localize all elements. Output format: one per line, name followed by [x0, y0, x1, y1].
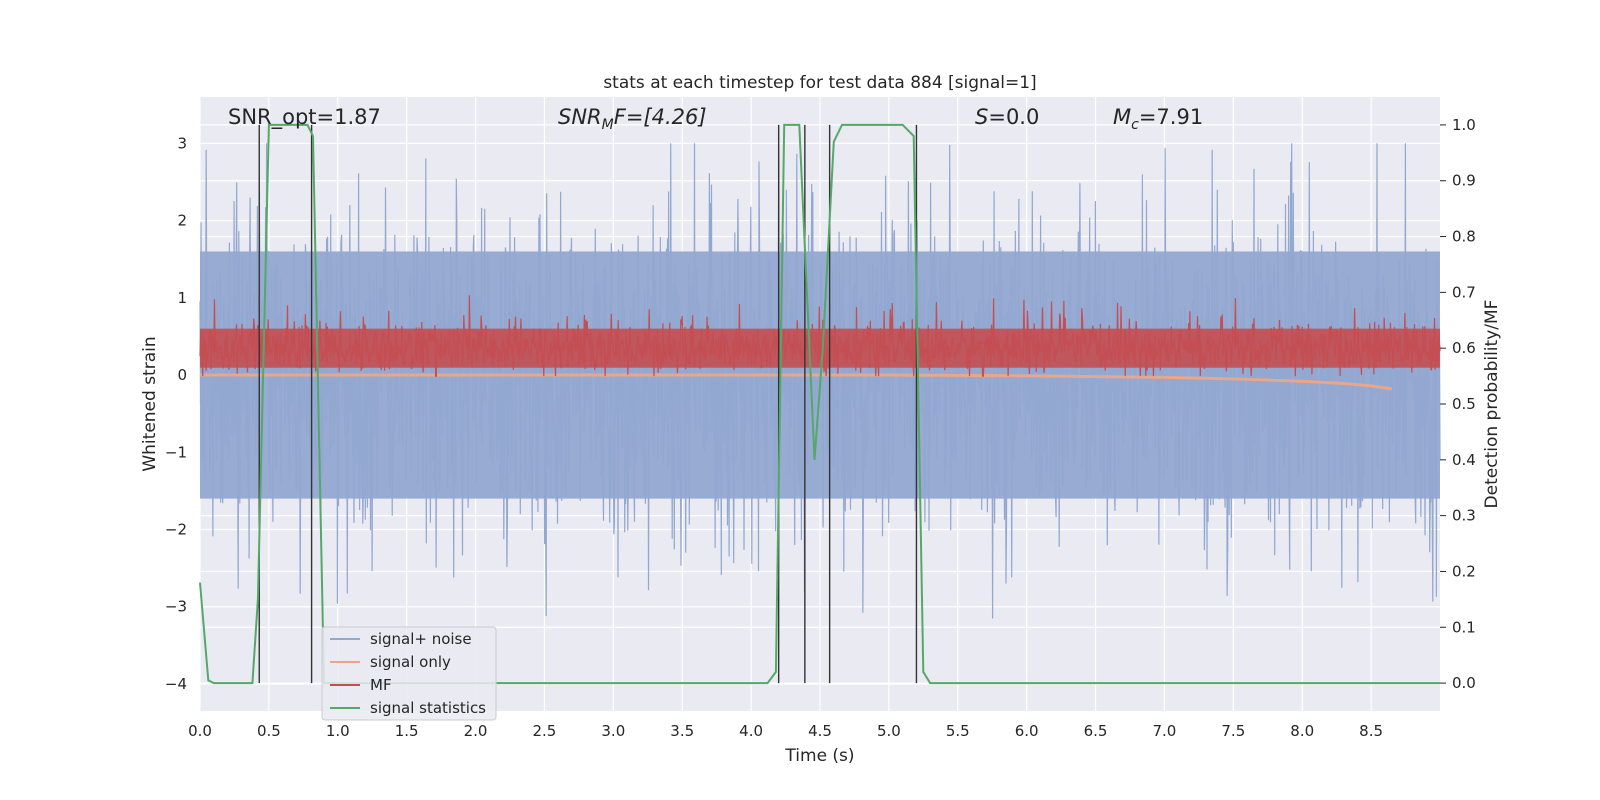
- y-left-tick-label: 2: [177, 212, 187, 230]
- annotation-snr-opt: SNR_opt=1.87: [228, 105, 381, 130]
- annotation-snr-mf-base: SNR: [558, 105, 602, 129]
- annotation-snr-mf-rest: F=[4.26]: [614, 105, 707, 129]
- annotation-s: S=0.0: [975, 105, 1039, 129]
- y-right-tick-label: 0.8: [1452, 228, 1476, 246]
- x-tick-label: 0.0: [188, 722, 212, 740]
- mf-series: [199, 295, 1441, 377]
- x-tick-label: 8.0: [1290, 722, 1314, 740]
- annotation-mc-sub: c: [1131, 117, 1139, 133]
- x-tick-label: 5.5: [946, 722, 970, 740]
- x-tick-label: 4.5: [808, 722, 832, 740]
- x-tick-label: 6.0: [1015, 722, 1039, 740]
- annotation-mc-symbol: M: [1113, 105, 1131, 129]
- x-tick-label: 1.5: [395, 722, 419, 740]
- x-tick-label: 7.0: [1153, 722, 1177, 740]
- annotation-s-symbol: S: [975, 105, 988, 129]
- y-left-tick-label: −4: [165, 675, 187, 693]
- annotation-mc: Mc=7.91: [1113, 105, 1203, 133]
- x-tick-label: 5.0: [877, 722, 901, 740]
- y-left-tick-label: −3: [165, 598, 187, 616]
- legend-box: [321, 626, 497, 721]
- signal-statistics-series: [199, 123, 1440, 685]
- x-tick-label: 2.0: [464, 722, 488, 740]
- x-tick-label: 7.5: [1221, 722, 1245, 740]
- signal-only-series: [200, 373, 1393, 391]
- legend: signal+ noise signal only MF signal stat…: [321, 626, 497, 721]
- chart-title: stats at each timestep for test data 884…: [603, 73, 1036, 93]
- y-left-tick-label: −2: [165, 521, 187, 539]
- annotation-snr-mf: SNRMF=[4.26]: [558, 105, 707, 133]
- x-tick-label: 0.5: [257, 722, 281, 740]
- y-right-tick-label: 0.2: [1452, 562, 1476, 580]
- y-left-tick-label: 0: [177, 366, 187, 384]
- y-left-tick-labels: 3 2 1 0 −1 −2 −3 −4: [165, 134, 187, 693]
- y-left-tick-label: −1: [165, 443, 187, 461]
- x-tick-label: 8.5: [1359, 722, 1383, 740]
- x-axis-label: Time (s): [784, 746, 854, 766]
- y-right-axis-label: Detection probability/MF: [1482, 300, 1502, 509]
- y-left-axis-label: Whitened strain: [140, 336, 160, 471]
- y-right-tick-label: 0.7: [1452, 283, 1476, 301]
- annotation-s-value: =0.0: [988, 105, 1039, 129]
- x-tick-label: 3.0: [601, 722, 625, 740]
- y-right-tick-label: 0.1: [1452, 618, 1476, 636]
- x-tick-label: 2.5: [533, 722, 557, 740]
- signal-noise-line: [199, 143, 1441, 619]
- x-tick-label: 4.0: [739, 722, 763, 740]
- y-right-tick-label: 0.4: [1452, 451, 1476, 469]
- y-right-tick-label: 0.9: [1452, 172, 1476, 190]
- y-left-tick-label: 1: [177, 289, 187, 307]
- x-tick-label: 6.5: [1084, 722, 1108, 740]
- y-right-tick-label: 0.0: [1452, 674, 1476, 692]
- annotation-mc-value: =7.91: [1139, 105, 1203, 129]
- vertical-markers: [258, 124, 918, 684]
- mf-line: [199, 295, 1441, 377]
- signal-only-line: [200, 373, 1393, 391]
- y-right-tick-labels: 1.0 0.9 0.8 0.7 0.6 0.5 0.4 0.3 0.2 0.1 0.0: [1440, 116, 1476, 692]
- annotation-snr-mf-sub: M: [602, 117, 614, 133]
- y-right-tick-label: 0.5: [1452, 395, 1476, 413]
- y-right-tick-label: 1.0: [1452, 116, 1476, 134]
- y-left-tick-label: 3: [177, 134, 187, 152]
- x-tick-label: 3.5: [670, 722, 694, 740]
- y-right-tick-label: 0.3: [1452, 507, 1476, 525]
- legend-label-mf: MF: [370, 676, 392, 694]
- x-tick-label: 1.0: [326, 722, 350, 740]
- legend-label-noise: signal+ noise: [370, 630, 472, 648]
- x-tick-labels: 0.0 0.5 1.0 1.5 2.0 2.5 3.0 3.5 4.0 4.5 5.0 5.5 6.0 6…: [188, 722, 1383, 740]
- y-right-tick-label: 0.6: [1452, 339, 1476, 357]
- legend-label-stat: signal statistics: [370, 699, 486, 717]
- signal-statistics-line: [199, 123, 1440, 685]
- legend-label-signal: signal only: [370, 653, 451, 671]
